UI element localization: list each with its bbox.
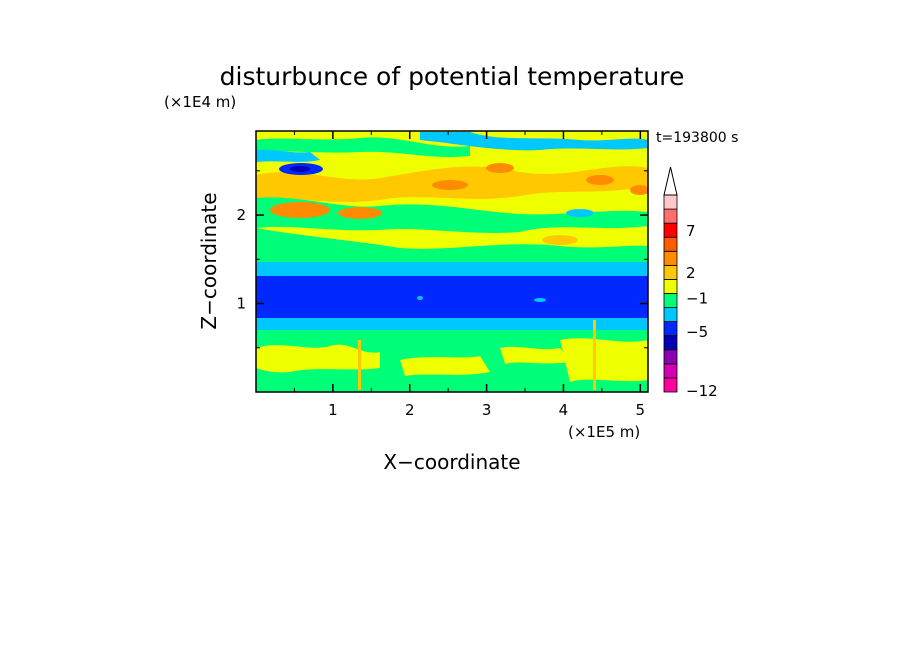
x-ticks: 1 2 3 4 5 (293, 131, 646, 419)
y-tick-label-1: 2 (236, 206, 246, 224)
colorbar: −12−5−127 (663, 166, 718, 400)
colorbar-tick-label-1: −5 (686, 323, 708, 341)
colorbar-tick-label-2: −1 (686, 289, 708, 307)
colorbar-tick-label-4: 7 (686, 222, 696, 240)
colorbar-segment-13 (663, 194, 678, 210)
y-unit-label: (×1E4 m) (164, 93, 236, 111)
colorbar-segment-6 (663, 293, 678, 308)
time-label: t=193800 s (656, 130, 738, 146)
colorbar-segment-0 (663, 377, 678, 393)
colorbar-segment-1 (663, 363, 678, 379)
colorbar-segment-10 (663, 236, 678, 252)
contour-plot-area (256, 131, 648, 392)
plot-frame (255, 130, 649, 393)
colorbar-segment-9 (663, 250, 678, 266)
y-tick-label-0: 1 (236, 295, 246, 313)
y-axis-label: Z−coordinate (197, 192, 221, 329)
colorbar-segment-8 (663, 264, 678, 280)
x-axis-label: X−coordinate (383, 450, 520, 474)
chart-title: disturbunce of potential temperature (220, 62, 685, 91)
colorbar-segment-3 (663, 335, 678, 351)
colorbar-extend-arrow (663, 166, 678, 196)
colorbar-segment-5 (663, 307, 678, 323)
colorbar-tick-label-3: 2 (686, 264, 696, 282)
colorbar-segment-7 (663, 279, 678, 294)
x-tick-label-2: 3 (482, 401, 492, 419)
colorbar-segment-11 (663, 222, 678, 238)
x-tick-label-1: 2 (405, 401, 415, 419)
colorbar-segment-12 (663, 208, 678, 224)
x-tick-label-3: 4 (559, 401, 569, 419)
colorbar-segment-4 (663, 321, 678, 337)
x-unit-label: (×1E5 m) (568, 423, 640, 441)
x-tick-label-4: 5 (636, 401, 646, 419)
colorbar-segment-2 (663, 349, 678, 365)
colorbar-tick-label-0: −12 (686, 382, 718, 400)
x-tick-label-0: 1 (328, 401, 338, 419)
y-ticks: 12 (236, 170, 648, 349)
